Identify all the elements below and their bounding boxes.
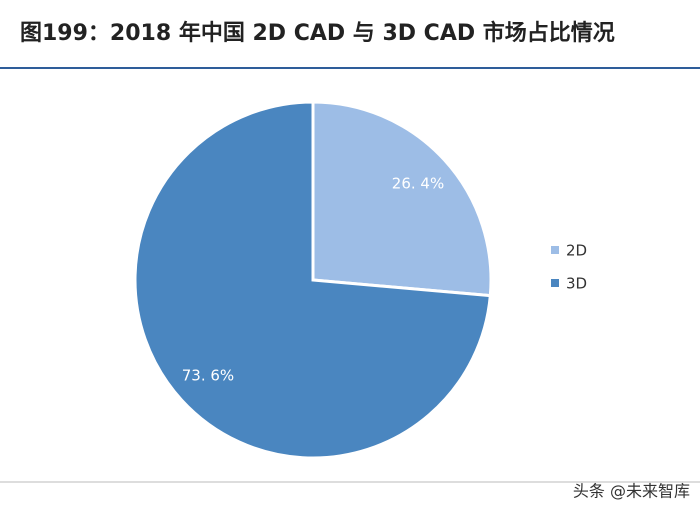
data-label: 26. 4% xyxy=(392,174,444,192)
pie-slice xyxy=(311,100,493,298)
legend-swatch xyxy=(551,246,559,254)
legend-swatch xyxy=(551,279,559,287)
watermark: 头条 @未来智库 xyxy=(573,482,690,501)
chart-title: 图199：2018 年中国 2D CAD 与 3D CAD 市场占比情况 xyxy=(20,20,615,46)
legend-label: 3D xyxy=(566,275,587,293)
pie-slice xyxy=(133,100,492,460)
data-label: 73. 6% xyxy=(182,367,234,385)
legend-label: 2D xyxy=(566,242,587,260)
